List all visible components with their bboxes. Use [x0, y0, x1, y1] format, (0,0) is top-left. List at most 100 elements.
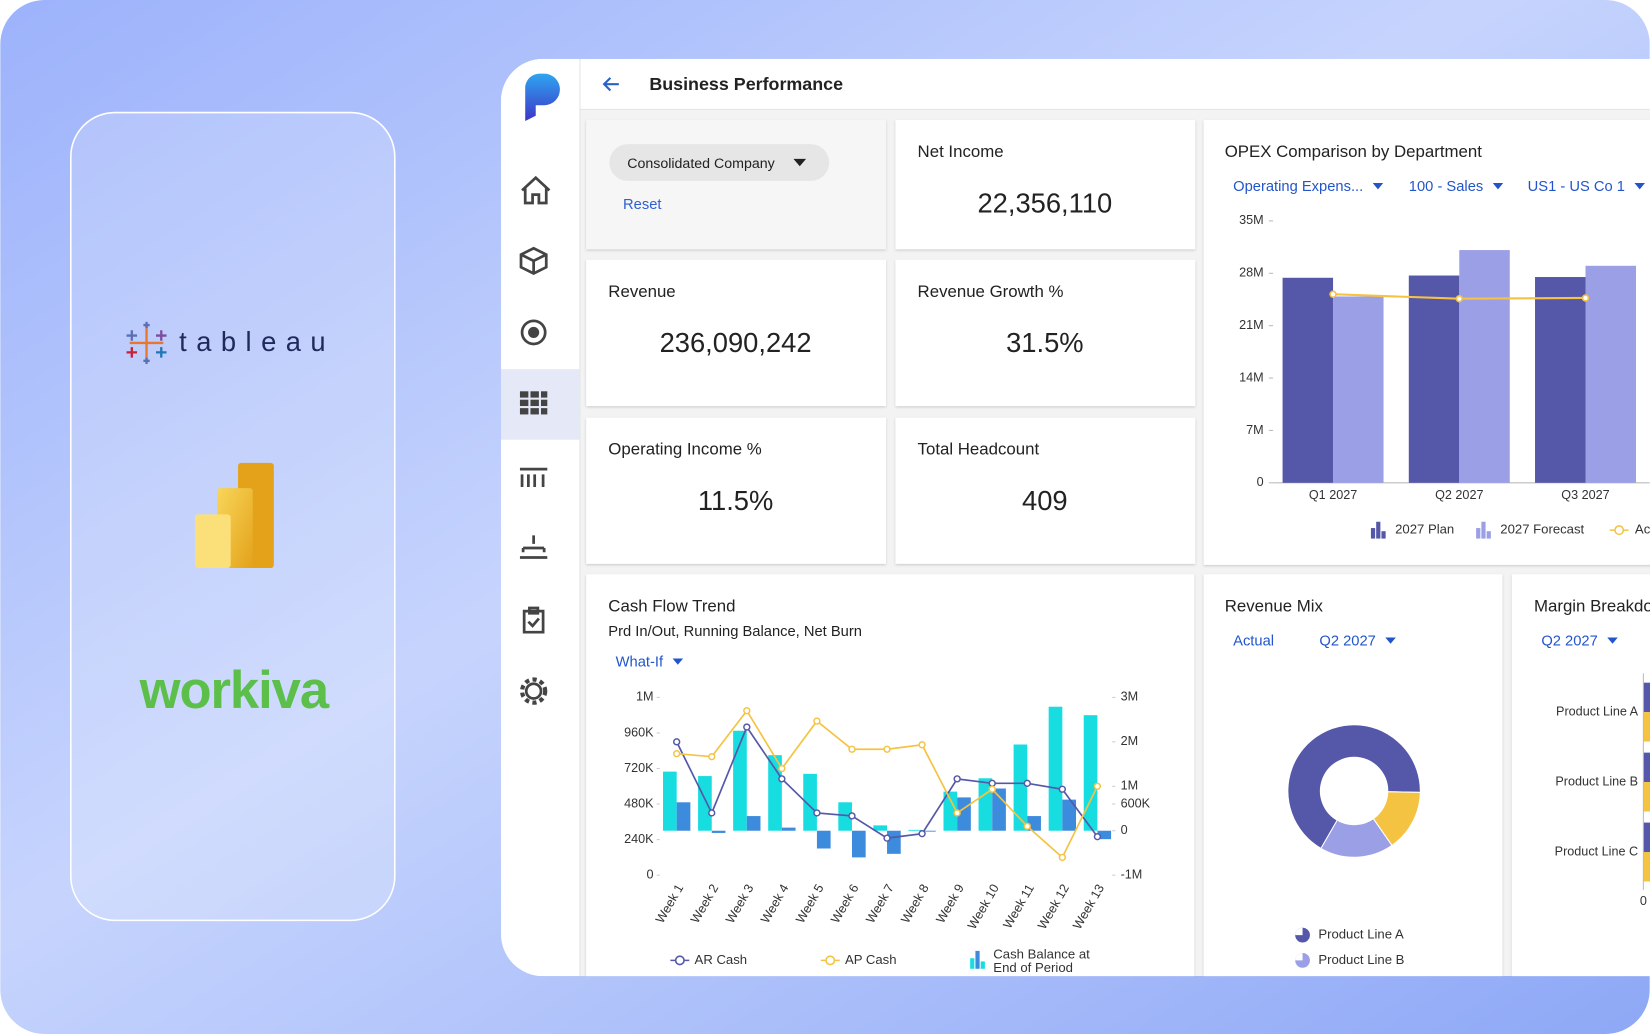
x-tick-label: 0 — [1640, 894, 1647, 908]
dropdown[interactable]: What-If — [616, 655, 664, 671]
point — [953, 775, 961, 783]
filter-label: Actual — [1233, 634, 1274, 650]
legend-icon — [1370, 528, 1376, 539]
kpi-value: 11.5% — [698, 485, 773, 516]
bar — [922, 830, 936, 832]
bar-segment — [1643, 822, 1650, 853]
dashboard-content: Net Income 22,356,110 Revenue 236,090,242 Re… — [586, 119, 1650, 977]
legend-label: AR Cash — [695, 952, 748, 967]
kpi-label: Total Headcount — [918, 440, 1040, 459]
legend-label: Cash Balance at End of Period — [993, 947, 1090, 976]
bar — [908, 829, 923, 831]
point — [988, 785, 996, 793]
bank-icon[interactable] — [519, 467, 548, 488]
point — [1058, 785, 1067, 793]
bar — [992, 788, 1006, 831]
kpi-card — [895, 259, 1196, 407]
kpi-card — [895, 119, 1196, 250]
bar — [663, 771, 677, 831]
sidebar-icons — [519, 175, 551, 705]
dropdown[interactable]: US1 - US Co 1 — [1528, 179, 1625, 195]
tableau-logo: tableau — [179, 326, 335, 357]
dropdown[interactable]: 100 - Sales — [1409, 179, 1483, 195]
legend-icon — [1476, 528, 1481, 539]
sidebar-active — [501, 369, 580, 440]
kpi-label: Operating Income % — [608, 440, 761, 459]
point — [988, 779, 996, 788]
kpi-value: 236,090,242 — [660, 327, 812, 358]
bar — [746, 816, 761, 831]
hierarchy-icon[interactable] — [519, 535, 548, 559]
dropdown[interactable]: Q2 2027 — [1541, 634, 1597, 650]
y2-tick-label: -1M — [1121, 867, 1143, 881]
kpi-value: 31.5% — [1006, 327, 1084, 358]
filter-card — [586, 119, 887, 250]
bar — [838, 802, 852, 831]
point — [1023, 779, 1031, 788]
x-tick-label: Q3 2027 — [1561, 488, 1609, 502]
legend-icon — [1381, 531, 1386, 539]
point — [813, 717, 821, 725]
bar — [887, 830, 901, 854]
y2-tick-label: 3M — [1121, 690, 1139, 704]
bar — [733, 730, 747, 831]
y-tick-label: 0 — [647, 867, 654, 881]
pie-slice — [1320, 817, 1393, 858]
bar-segment — [1643, 852, 1650, 882]
point — [778, 764, 786, 773]
app-logo[interactable] — [525, 73, 560, 121]
kpi-card — [586, 417, 887, 564]
bar — [698, 776, 712, 831]
x-tick-label: Q2 2027 — [1435, 488, 1483, 502]
y-tick-label: 7M — [1246, 423, 1264, 437]
legend-label: 2027 Forecast — [1500, 522, 1584, 537]
y-tick-label: 720K — [624, 761, 654, 775]
chart-title: Cash Flow Trend — [608, 596, 735, 615]
bar — [1585, 265, 1637, 483]
legend-icon — [1295, 927, 1303, 936]
settings-icon[interactable] — [524, 682, 543, 700]
legend-label: 2027 Plan — [1395, 522, 1454, 537]
point — [883, 745, 891, 753]
company-label: Consolidated Company — [627, 156, 775, 172]
point — [1455, 294, 1464, 303]
kpi-value: 22,356,110 — [977, 187, 1112, 218]
point — [1093, 782, 1102, 790]
back-arrow[interactable] — [602, 77, 619, 92]
point — [918, 741, 926, 749]
grid-icon[interactable] — [519, 391, 548, 415]
y2-tick-label: 600K — [1121, 796, 1151, 810]
target-icon[interactable] — [520, 319, 547, 346]
dropdown[interactable]: Q2 2027 — [1319, 634, 1375, 650]
point — [1023, 822, 1031, 830]
chart-title: Margin Breakdown — [1534, 596, 1650, 615]
task-icon[interactable] — [522, 606, 545, 634]
legend-label: AP Cash — [845, 952, 897, 967]
legend-icon — [1481, 521, 1486, 539]
y-tick-label: 240K — [624, 832, 654, 846]
legend-icon — [825, 955, 836, 966]
page-title: Business Performance — [649, 74, 843, 94]
legend-icon — [1376, 521, 1381, 539]
bar-segment — [1643, 712, 1650, 742]
chart-title: OPEX Comparison by Department — [1225, 142, 1483, 161]
margin-card — [1511, 574, 1650, 977]
sidebar — [501, 58, 580, 977]
company-dropdown[interactable] — [609, 144, 830, 181]
point — [813, 809, 821, 817]
caret — [1385, 637, 1396, 644]
cube-icon[interactable] — [519, 246, 548, 276]
y2-tick-label: 2M — [1121, 734, 1139, 748]
point — [743, 707, 751, 715]
reset-button[interactable]: Reset — [623, 197, 661, 213]
home-icon[interactable] — [521, 175, 551, 205]
bar — [1013, 744, 1028, 831]
dropdown[interactable]: Operating Expens... — [1233, 179, 1363, 195]
caret — [1607, 637, 1618, 644]
kpi-card — [586, 259, 887, 407]
point — [1329, 290, 1337, 298]
bar — [873, 825, 888, 831]
point — [848, 745, 856, 753]
